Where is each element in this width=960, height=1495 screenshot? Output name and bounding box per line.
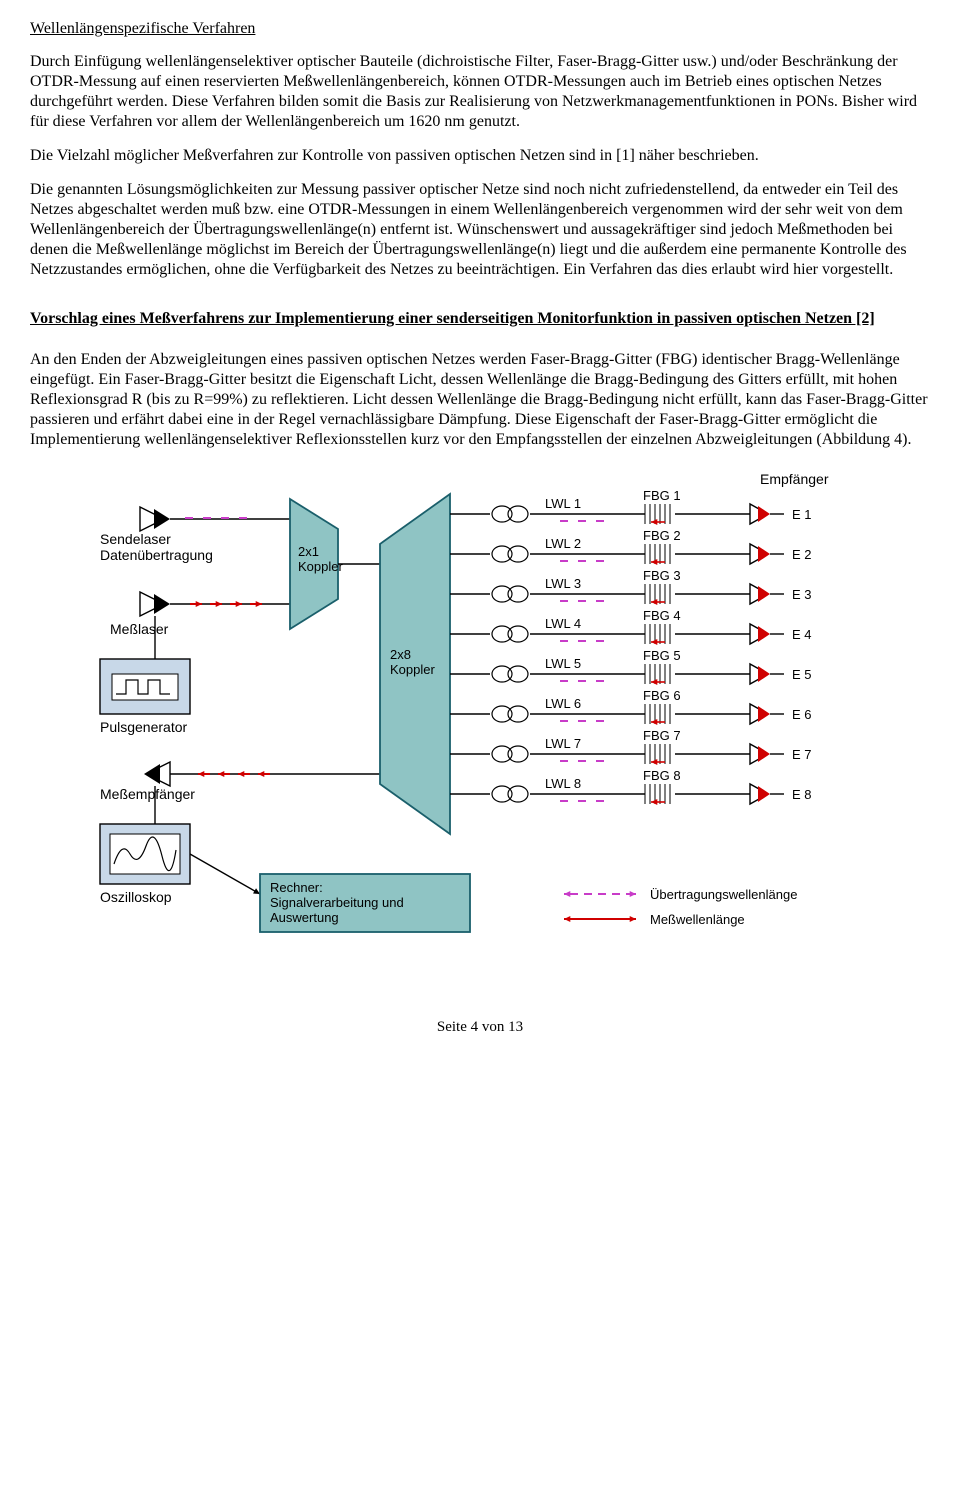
paragraph-3: Die genannten Lösungsmöglichkeiten zur M…: [30, 180, 930, 280]
svg-text:FBG 8: FBG 8: [643, 768, 681, 783]
svg-text:FBG 3: FBG 3: [643, 568, 681, 583]
svg-text:LWL 1: LWL 1: [545, 496, 581, 511]
svg-text:Meßlaser: Meßlaser: [110, 621, 169, 637]
svg-text:LWL 6: LWL 6: [545, 696, 581, 711]
svg-text:E 2: E 2: [792, 547, 812, 562]
svg-text:E 1: E 1: [792, 507, 812, 522]
paragraph-2: Die Vielzahl möglicher Meßverfahren zur …: [30, 146, 930, 166]
page-footer: Seite 4 von 13: [30, 1019, 930, 1036]
svg-text:LWL 8: LWL 8: [545, 776, 581, 791]
svg-text:LWL 5: LWL 5: [545, 656, 581, 671]
svg-text:E 3: E 3: [792, 587, 812, 602]
svg-text:E 4: E 4: [792, 627, 812, 642]
svg-text:Übertragungswellenlänge: Übertragungswellenlänge: [650, 887, 797, 902]
svg-text:FBG 5: FBG 5: [643, 648, 681, 663]
svg-text:Meßempfänger: Meßempfänger: [100, 786, 195, 802]
figure-4-diagram: SendelaserDatenübertragung Meßlaser Pulsge…: [30, 464, 930, 989]
svg-text:Empfänger: Empfänger: [760, 471, 829, 487]
svg-text:Pulsgenerator: Pulsgenerator: [100, 719, 188, 735]
paragraph-4: An den Enden der Abzweigleitungen eines …: [30, 350, 930, 450]
svg-text:FBG 7: FBG 7: [643, 728, 681, 743]
svg-text:LWL 2: LWL 2: [545, 536, 581, 551]
svg-text:Meßwellenlänge: Meßwellenlänge: [650, 912, 745, 927]
svg-text:SendelaserDatenübertragung: SendelaserDatenübertragung: [100, 531, 213, 563]
svg-text:E 6: E 6: [792, 707, 812, 722]
svg-text:E 8: E 8: [792, 787, 812, 802]
svg-text:LWL 3: LWL 3: [545, 576, 581, 591]
svg-text:LWL 4: LWL 4: [545, 616, 581, 631]
section-title-2: Vorschlag eines Meßverfahrens zur Implem…: [30, 310, 930, 328]
svg-text:LWL 7: LWL 7: [545, 736, 581, 751]
svg-text:FBG 1: FBG 1: [643, 488, 681, 503]
svg-text:FBG 4: FBG 4: [643, 608, 681, 623]
svg-text:Oszilloskop: Oszilloskop: [100, 889, 172, 905]
paragraph-1: Durch Einfügung wellenlängenselektiver o…: [30, 52, 930, 132]
svg-text:FBG 6: FBG 6: [643, 688, 681, 703]
svg-text:E 7: E 7: [792, 747, 812, 762]
svg-text:FBG 2: FBG 2: [643, 528, 681, 543]
svg-text:E 5: E 5: [792, 667, 812, 682]
section-title-1: Wellenlängenspezifische Verfahren: [30, 20, 930, 38]
